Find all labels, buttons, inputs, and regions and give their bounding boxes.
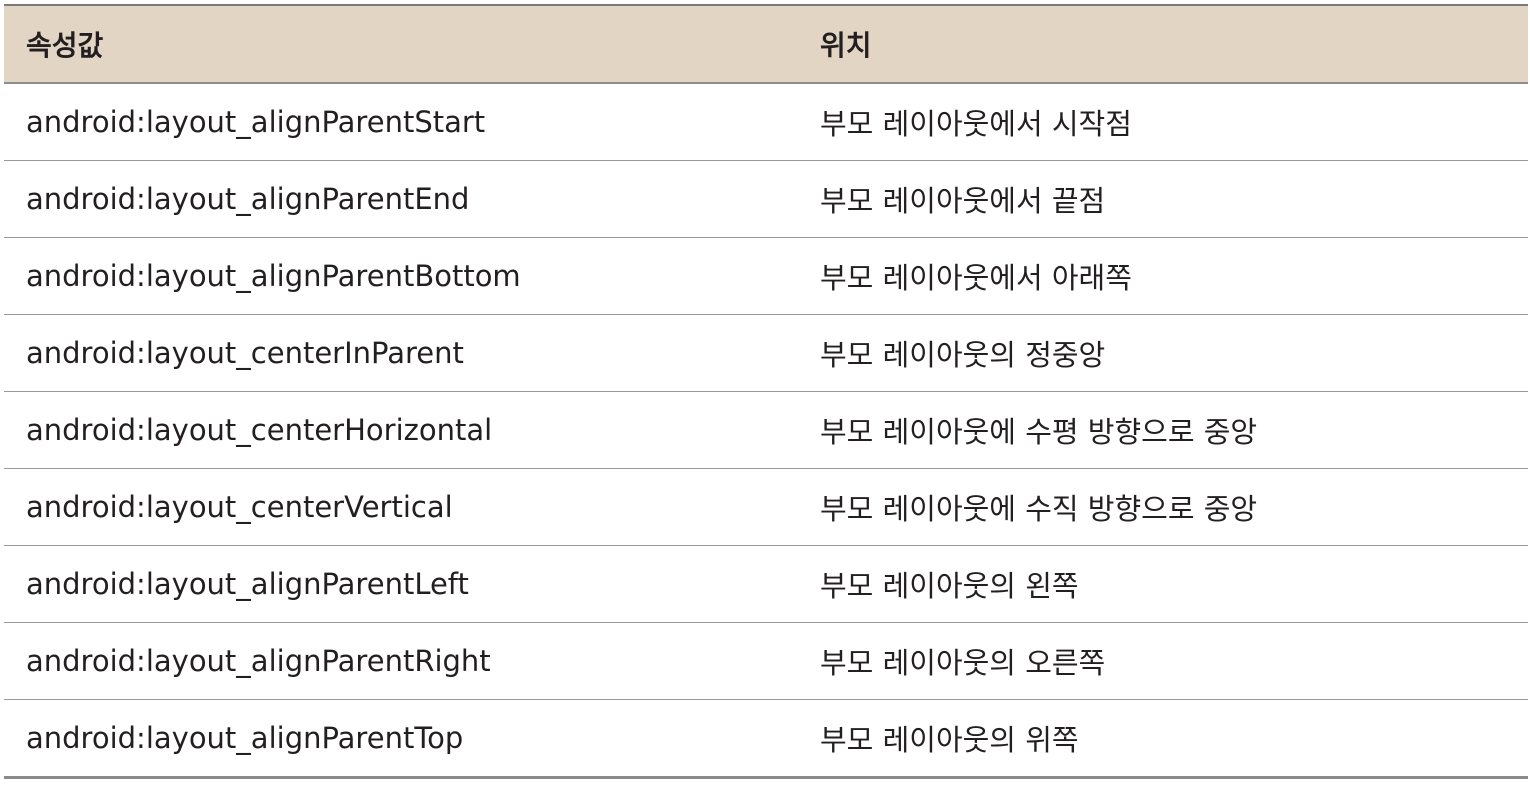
attribute-table: 속성값 위치 android:layout_alignParentStart 부…: [4, 4, 1528, 779]
position-cell: 부모 레이아웃에 수직 방향으로 중앙: [796, 468, 1528, 546]
attribute-cell: android:layout_alignParentLeft: [4, 545, 796, 623]
header-position: 위치: [796, 4, 1528, 84]
table-row: android:layout_alignParentLeft 부모 레이아웃의 …: [4, 545, 1528, 623]
table-row: android:layout_alignParentStart 부모 레이아웃에…: [4, 83, 1528, 161]
header-attribute-value: 속성값: [4, 4, 796, 84]
attribute-cell: android:layout_centerInParent: [4, 314, 796, 392]
position-cell: 부모 레이아웃의 정중앙: [796, 314, 1528, 392]
position-cell: 부모 레이아웃의 위쪽: [796, 699, 1528, 779]
table-row: android:layout_alignParentBottom 부모 레이아웃…: [4, 237, 1528, 315]
position-cell: 부모 레이아웃의 왼쪽: [796, 545, 1528, 623]
table-row: android:layout_alignParentRight 부모 레이아웃의…: [4, 622, 1528, 700]
attribute-cell: android:layout_alignParentStart: [4, 83, 796, 161]
position-cell: 부모 레이아웃에 수평 방향으로 중앙: [796, 391, 1528, 469]
header-row: 속성값 위치: [4, 4, 1528, 84]
attribute-cell: android:layout_alignParentBottom: [4, 237, 796, 315]
table-row: android:layout_alignParentEnd 부모 레이아웃에서 …: [4, 160, 1528, 238]
table-body: android:layout_alignParentStart 부모 레이아웃에…: [4, 83, 1528, 779]
table-header: 속성값 위치: [4, 4, 1528, 84]
attribute-cell: android:layout_alignParentEnd: [4, 160, 796, 238]
position-cell: 부모 레이아웃에서 시작점: [796, 83, 1528, 161]
table-row: android:layout_centerVertical 부모 레이아웃에 수…: [4, 468, 1528, 546]
attribute-cell: android:layout_centerVertical: [4, 468, 796, 546]
position-cell: 부모 레이아웃에서 끝점: [796, 160, 1528, 238]
attribute-table-container: 속성값 위치 android:layout_alignParentStart 부…: [4, 4, 1528, 779]
position-cell: 부모 레이아웃에서 아래쪽: [796, 237, 1528, 315]
table-row: android:layout_centerInParent 부모 레이아웃의 정…: [4, 314, 1528, 392]
table-row: android:layout_alignParentTop 부모 레이아웃의 위…: [4, 699, 1528, 779]
table-row: android:layout_centerHorizontal 부모 레이아웃에…: [4, 391, 1528, 469]
attribute-cell: android:layout_centerHorizontal: [4, 391, 796, 469]
attribute-cell: android:layout_alignParentTop: [4, 699, 796, 779]
position-cell: 부모 레이아웃의 오른쪽: [796, 622, 1528, 700]
attribute-cell: android:layout_alignParentRight: [4, 622, 796, 700]
